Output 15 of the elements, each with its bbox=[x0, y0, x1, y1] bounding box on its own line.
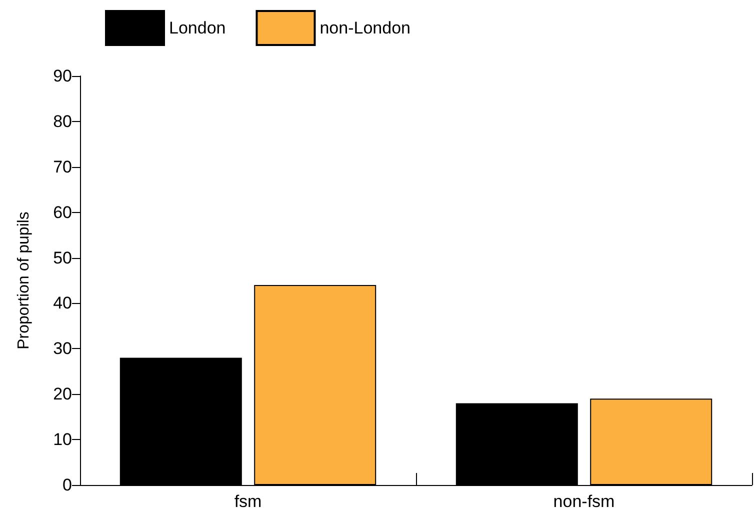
legend-label: London bbox=[169, 18, 226, 38]
y-tick-label: 20 bbox=[53, 384, 72, 404]
y-tick-label: 30 bbox=[53, 339, 72, 358]
y-tick-label: 80 bbox=[53, 112, 72, 131]
x-tick-label: fsm bbox=[234, 492, 262, 511]
legend-label: non-London bbox=[320, 18, 410, 38]
y-tick-label: 10 bbox=[53, 430, 72, 450]
y-tick-label: 50 bbox=[53, 248, 72, 268]
y-tick-label: 60 bbox=[53, 202, 72, 222]
y-axis-title: Proportion of pupils bbox=[16, 212, 32, 350]
x-tick-label: non-fsm bbox=[553, 492, 615, 511]
y-tick-label: 40 bbox=[53, 294, 72, 313]
y-tick-label: 90 bbox=[53, 66, 72, 86]
y-tick-label: 0 bbox=[62, 476, 72, 494]
y-tick-label: 70 bbox=[53, 157, 72, 176]
